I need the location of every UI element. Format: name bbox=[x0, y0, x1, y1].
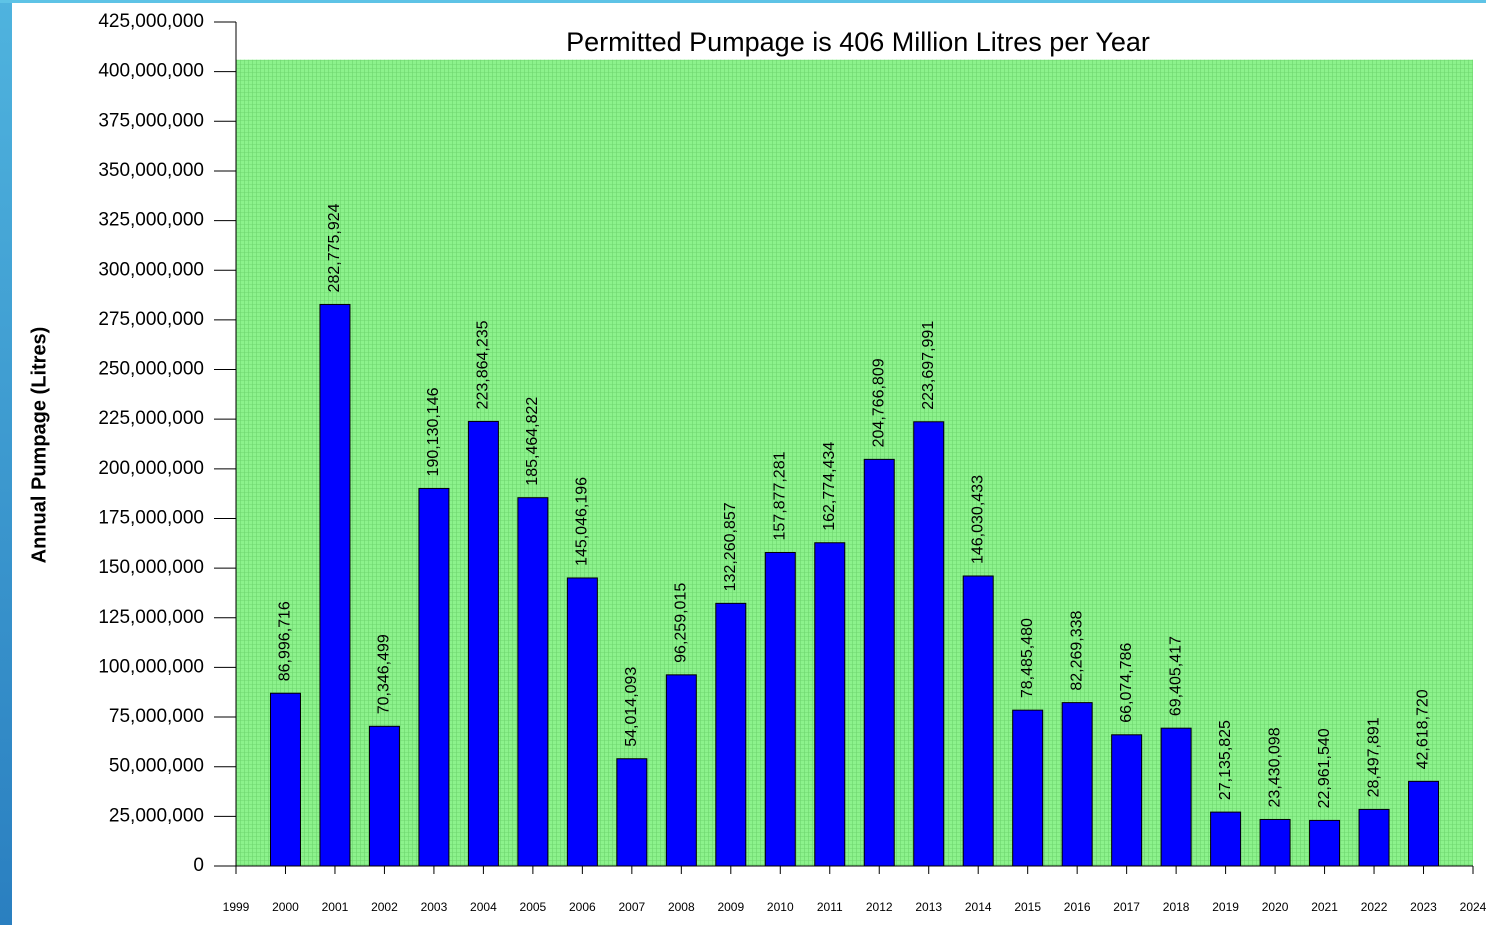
x-tick-label: 2017 bbox=[1113, 900, 1140, 914]
value-label: 86,996,716 bbox=[277, 601, 294, 681]
x-tick-label: 2005 bbox=[520, 900, 547, 914]
y-tick-label: 200,000,000 bbox=[98, 458, 204, 479]
bar bbox=[418, 487, 450, 867]
y-tick-label: 50,000,000 bbox=[109, 756, 204, 777]
x-tick-label: 2020 bbox=[1262, 900, 1289, 914]
y-tick-label: 250,000,000 bbox=[98, 359, 204, 380]
bar bbox=[368, 725, 400, 867]
value-label: 28,497,891 bbox=[1365, 717, 1382, 797]
value-label: 185,464,822 bbox=[524, 397, 541, 486]
bar bbox=[1061, 702, 1093, 867]
bar bbox=[566, 577, 598, 867]
bar bbox=[616, 758, 648, 867]
value-label: 162,774,434 bbox=[821, 442, 838, 531]
x-tick-label: 2019 bbox=[1212, 900, 1239, 914]
value-label: 23,430,098 bbox=[1266, 727, 1283, 807]
bar bbox=[814, 542, 846, 867]
bar bbox=[1160, 727, 1192, 867]
bar bbox=[962, 575, 994, 867]
bar bbox=[863, 458, 895, 867]
x-tick-label: 2023 bbox=[1410, 900, 1437, 914]
y-tick-label: 125,000,000 bbox=[98, 607, 204, 628]
x-tick-label: 2004 bbox=[470, 900, 497, 914]
x-tick-label: 2024 bbox=[1460, 900, 1486, 914]
x-tick-label: 2015 bbox=[1014, 900, 1041, 914]
y-tick-label: 225,000,000 bbox=[98, 408, 204, 429]
value-label: 22,961,540 bbox=[1316, 728, 1333, 808]
bar bbox=[764, 551, 796, 867]
top-strip bbox=[0, 0, 1486, 3]
bar bbox=[1309, 819, 1341, 867]
y-axis-label: Annual Pumpage (Litres) bbox=[28, 327, 50, 564]
bar bbox=[517, 497, 549, 867]
x-tick-label: 1999 bbox=[223, 900, 250, 914]
x-tick-label: 2021 bbox=[1311, 900, 1338, 914]
x-tick-label: 2014 bbox=[965, 900, 992, 914]
x-tick-label: 2006 bbox=[569, 900, 596, 914]
y-tick-label: 275,000,000 bbox=[98, 309, 204, 330]
value-label: 82,269,338 bbox=[1068, 610, 1085, 690]
value-label: 282,775,924 bbox=[326, 203, 343, 292]
y-tick-label: 0 bbox=[193, 855, 204, 876]
value-label: 66,074,786 bbox=[1118, 643, 1135, 723]
x-tick-label: 2002 bbox=[371, 900, 398, 914]
value-label: 146,030,433 bbox=[969, 475, 986, 564]
value-label: 96,259,015 bbox=[673, 583, 690, 663]
y-tick-label: 75,000,000 bbox=[109, 706, 204, 727]
value-label: 78,485,480 bbox=[1019, 618, 1036, 698]
y-tick-label: 25,000,000 bbox=[109, 805, 204, 826]
y-tick-label: 300,000,000 bbox=[98, 259, 204, 280]
x-tick-label: 2001 bbox=[322, 900, 349, 914]
y-tick-label: 425,000,000 bbox=[98, 11, 204, 32]
x-tick-label: 2016 bbox=[1064, 900, 1091, 914]
x-tick-label: 2008 bbox=[668, 900, 695, 914]
x-tick-label: 2022 bbox=[1361, 900, 1388, 914]
value-label: 145,046,196 bbox=[574, 477, 591, 566]
bar bbox=[1210, 811, 1242, 867]
value-label: 132,260,857 bbox=[722, 502, 739, 591]
x-tick-label: 2011 bbox=[817, 900, 843, 914]
bar bbox=[1012, 709, 1044, 867]
chart-title: Permitted Pumpage is 406 Million Litres … bbox=[566, 27, 1150, 57]
x-tick-label: 2018 bbox=[1163, 900, 1190, 914]
value-label: 223,697,991 bbox=[920, 321, 937, 410]
y-tick-label: 350,000,000 bbox=[98, 160, 204, 181]
bar bbox=[1358, 808, 1390, 867]
x-tick-label: 2009 bbox=[717, 900, 744, 914]
value-label: 190,130,146 bbox=[425, 387, 442, 476]
x-tick-label: 2007 bbox=[618, 900, 645, 914]
value-label: 204,766,809 bbox=[870, 358, 887, 447]
bar bbox=[913, 421, 945, 867]
y-tick-label: 375,000,000 bbox=[98, 110, 204, 131]
value-label: 223,864,235 bbox=[475, 320, 492, 409]
bar bbox=[319, 303, 351, 867]
value-label: 70,346,499 bbox=[376, 634, 393, 714]
bar bbox=[1408, 780, 1440, 867]
y-tick-label: 325,000,000 bbox=[98, 210, 204, 231]
bar bbox=[665, 674, 697, 867]
bar bbox=[1259, 818, 1291, 867]
x-tick-label: 2013 bbox=[915, 900, 942, 914]
bar bbox=[1111, 734, 1143, 867]
value-label: 27,135,825 bbox=[1217, 720, 1234, 800]
y-tick-label: 400,000,000 bbox=[98, 61, 204, 82]
bar bbox=[269, 692, 301, 867]
value-label: 157,877,281 bbox=[771, 451, 788, 540]
side-strip bbox=[0, 0, 12, 925]
bar bbox=[715, 602, 747, 867]
x-tick-label: 2000 bbox=[272, 900, 299, 914]
value-label: 54,014,093 bbox=[623, 667, 640, 747]
x-tick-label: 2003 bbox=[421, 900, 448, 914]
value-label: 69,405,417 bbox=[1167, 636, 1184, 716]
y-tick-label: 150,000,000 bbox=[98, 557, 204, 578]
x-tick-label: 2010 bbox=[767, 900, 794, 914]
y-tick-label: 175,000,000 bbox=[98, 507, 204, 528]
bar bbox=[467, 420, 499, 867]
value-label: 42,618,720 bbox=[1415, 689, 1432, 769]
x-tick-label: 2012 bbox=[866, 900, 893, 914]
y-tick-label: 100,000,000 bbox=[98, 656, 204, 677]
